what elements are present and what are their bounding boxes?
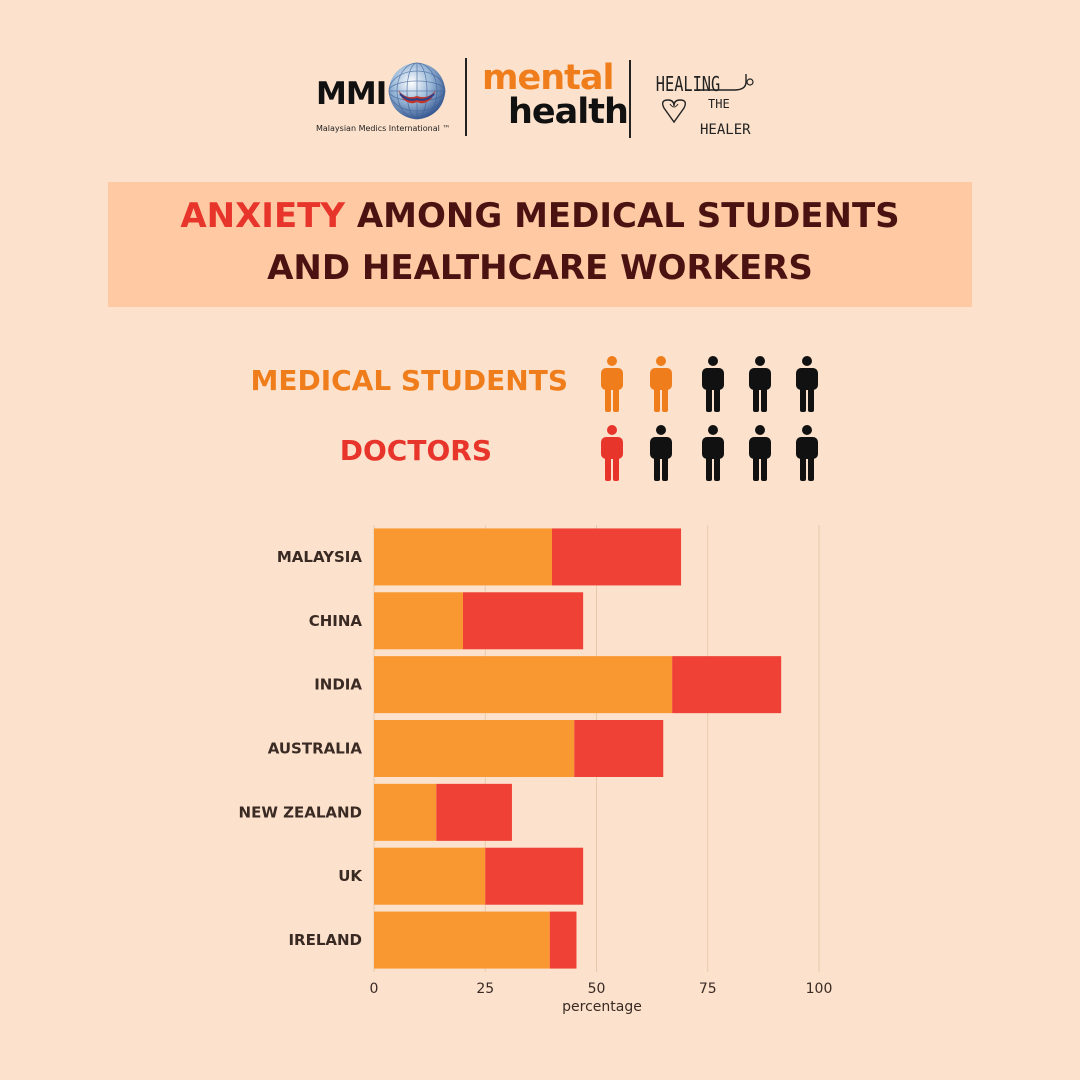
title-line-2: AND HEALTHCARE WORKERS bbox=[267, 248, 813, 288]
bar-doctors bbox=[552, 528, 682, 586]
mmi-tagline: Malaysian Medics International ™ bbox=[316, 124, 451, 133]
healing-text: HEALING bbox=[656, 73, 720, 97]
title-accent: ANXIETY bbox=[180, 196, 345, 236]
category-label: CHINA bbox=[309, 612, 363, 630]
person-icon-medical-student bbox=[650, 356, 672, 412]
healing-the-healer-logo: HEALING THE HEALER bbox=[656, 73, 754, 138]
person-icon bbox=[702, 356, 724, 412]
legend-medical-students: MEDICAL STUDENTS bbox=[250, 364, 568, 397]
bar-doctors bbox=[672, 656, 782, 714]
health-text: health bbox=[508, 92, 629, 132]
bar-medical-students bbox=[374, 656, 673, 714]
bar-doctors bbox=[436, 783, 512, 841]
person-icon-doctor bbox=[601, 425, 623, 481]
title-line-1-rest: AMONG MEDICAL STUDENTS bbox=[345, 196, 900, 236]
title-line-1: ANXIETY AMONG MEDICAL STUDENTS bbox=[108, 196, 972, 236]
x-axis-label: percentage bbox=[562, 999, 642, 1015]
person-icon-medical-student bbox=[601, 356, 623, 412]
mental-text: mental bbox=[482, 58, 614, 98]
x-tick-label: 0 bbox=[370, 981, 379, 997]
person-icon bbox=[796, 425, 818, 481]
person-icon bbox=[702, 425, 724, 481]
bar-doctors bbox=[485, 847, 584, 905]
category-label: INDIA bbox=[314, 676, 362, 694]
person-icon bbox=[749, 356, 771, 412]
x-tick-label: 100 bbox=[806, 981, 833, 997]
category-label: IRELAND bbox=[288, 931, 362, 949]
globe-icon bbox=[388, 62, 446, 120]
bar-doctors bbox=[574, 720, 664, 777]
person-icon bbox=[749, 425, 771, 481]
category-label: AUSTRALIA bbox=[268, 740, 363, 758]
mental-health-logo: mental health bbox=[482, 58, 629, 138]
title-box: ANXIETY AMONG MEDICAL STUDENTS AND HEALT… bbox=[108, 182, 972, 307]
logo-divider bbox=[629, 60, 631, 138]
bar-medical-students bbox=[374, 592, 463, 650]
legend-doctors: DOCTORS bbox=[339, 434, 492, 467]
category-label: NEW ZEALAND bbox=[239, 803, 362, 821]
category-label: MALAYSIA bbox=[277, 548, 363, 566]
x-tick-label: 50 bbox=[588, 981, 606, 997]
x-tick-label: 75 bbox=[699, 981, 717, 997]
bar-doctors bbox=[463, 592, 584, 650]
bar-medical-students bbox=[374, 911, 550, 969]
category-label: UK bbox=[338, 867, 363, 885]
header-logos: MMI Malaysian Medics Internation bbox=[0, 56, 1080, 140]
logo-divider bbox=[465, 58, 467, 136]
the-text: THE bbox=[708, 97, 730, 111]
healer-text: HEALER bbox=[700, 122, 751, 138]
bar-medical-students bbox=[374, 783, 437, 841]
bar-medical-students bbox=[374, 847, 486, 905]
bar-medical-students bbox=[374, 720, 575, 777]
person-icon bbox=[796, 356, 818, 412]
mmi-logo: MMI Malaysian Medics Internation bbox=[314, 60, 456, 140]
mmi-logo-text: MMI bbox=[316, 76, 387, 112]
person-icon bbox=[650, 425, 672, 481]
bar-medical-students bbox=[374, 528, 552, 586]
bar-doctors bbox=[549, 911, 577, 969]
legend-person-icons bbox=[601, 356, 818, 481]
x-tick-label: 25 bbox=[476, 981, 494, 997]
